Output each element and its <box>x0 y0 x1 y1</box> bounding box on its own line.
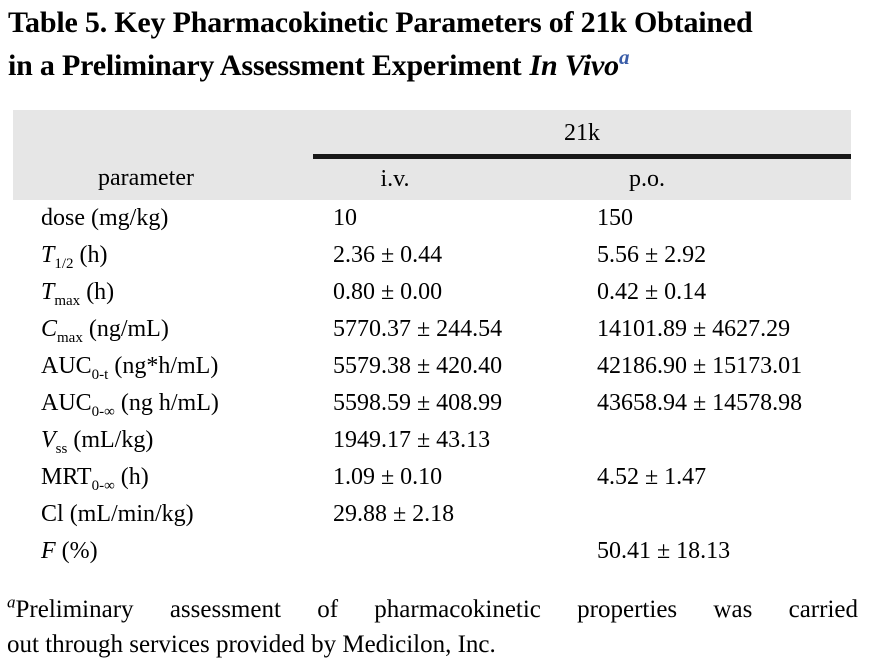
iv-value: 0.80 ± 0.00 <box>333 279 443 305</box>
param-unit: (mL/kg) <box>73 427 154 453</box>
title-footnote-marker: a <box>618 45 630 69</box>
po-value: 14101.89 ± 4627.29 <box>597 316 791 342</box>
param-unit: (ng h/mL) <box>120 390 219 416</box>
param-subscript: 0-∞ <box>91 477 115 494</box>
footnote-line1: aPreliminary assessment of pharmacokinet… <box>7 592 858 627</box>
footnote-line2: out through services provided by Medicil… <box>7 631 496 658</box>
param-text: dose <box>41 205 85 231</box>
param-symbol: F <box>41 538 56 564</box>
param-cell: AUC0-∞ (ng h/mL) <box>13 385 313 422</box>
corner-cell <box>13 110 313 156</box>
param-subscript: 0-t <box>91 366 109 383</box>
param-symbol: T <box>41 279 55 305</box>
param-text: AUC <box>41 390 92 416</box>
param-subscript: ss <box>55 440 68 457</box>
param-cell: AUC0-t (ng*h/mL) <box>13 348 313 385</box>
column-header-po: p.o. <box>629 165 665 192</box>
param-cell: F (%) <box>13 533 313 570</box>
po-value <box>573 496 851 533</box>
group-header-row: 21k <box>13 110 851 159</box>
param-unit: (ng/mL) <box>88 316 169 342</box>
po-value: 0.42 ± 0.14 <box>597 279 707 305</box>
po-value: 43658.94 ± 14578.98 <box>597 390 803 416</box>
param-unit: (ng*h/mL) <box>114 353 219 379</box>
param-subscript: max <box>57 329 83 346</box>
param-unit: (h) <box>79 242 108 268</box>
footnote-marker: a <box>7 592 16 612</box>
param-symbol: V <box>41 427 56 453</box>
param-cell: Cmax (ng/mL) <box>13 311 313 348</box>
title-line2-text: in a Preliminary Assessment Experiment <box>8 49 522 82</box>
param-cell: Vss (mL/kg) <box>13 422 313 459</box>
param-text: AUC <box>41 353 92 379</box>
param-subscript: 1/2 <box>54 255 74 272</box>
table-footnote: aPreliminary assessment of pharmacokinet… <box>7 592 858 662</box>
iv-value <box>313 533 573 570</box>
po-value: 42186.90 ± 15173.01 <box>597 353 803 379</box>
column-header-iv: i.v. <box>380 165 410 192</box>
po-value: 150 <box>597 205 633 231</box>
title-italic-phrase: In Vivo <box>529 49 619 82</box>
param-cell: MRT0-∞ (h) <box>13 459 313 496</box>
param-text: MRT <box>41 464 92 490</box>
table-row-dose: dose (mg/kg) 10 150 <box>13 200 851 237</box>
iv-value: 1.09 ± 0.10 <box>333 464 443 490</box>
title-line1: Table 5. Key Pharmacokinetic Parameters … <box>8 6 753 39</box>
table-row-f: F (%) 50.41 ± 18.13 <box>13 533 851 570</box>
table-row-vss: Vss (mL/kg) 1949.17 ± 43.13 <box>13 422 851 459</box>
param-unit: (h) <box>120 464 149 490</box>
title-line2: in a Preliminary Assessment Experiment In… <box>8 44 752 87</box>
param-subscript: 0-∞ <box>91 403 115 420</box>
param-cell: dose (mg/kg) <box>13 200 313 237</box>
column-header-row: parameter i.v. p.o. <box>13 156 851 200</box>
param-cell: T1/2 (h) <box>13 237 313 274</box>
iv-value: 1949.17 ± 43.13 <box>333 427 491 453</box>
param-unit: (h) <box>86 279 115 305</box>
iv-value: 5579.38 ± 420.40 <box>333 353 503 379</box>
param-cell: Cl (mL/min/kg) <box>13 496 313 533</box>
pharmacokinetics-table: 21k parameter i.v. p.o. dose (mg/kg) 10 1… <box>13 110 851 570</box>
po-value <box>573 422 851 459</box>
compound-group-header: 21k <box>313 110 851 159</box>
po-value: 4.52 ± 1.47 <box>597 464 707 490</box>
iv-value: 29.88 ± 2.18 <box>333 501 455 527</box>
table-header: 21k parameter i.v. p.o. <box>13 110 851 200</box>
table-row-t-half: T1/2 (h) 2.36 ± 0.44 5.56 ± 2.92 <box>13 237 851 274</box>
column-header-parameter: parameter <box>98 164 194 191</box>
iv-value: 5598.59 ± 408.99 <box>333 390 503 416</box>
param-symbol: C <box>41 316 58 342</box>
po-value: 50.41 ± 18.13 <box>597 538 731 564</box>
footnote-text-line1: Preliminary assessment of pharmacokineti… <box>15 596 859 623</box>
param-cell: Tmax (h) <box>13 274 313 311</box>
param-unit: (mg/kg) <box>91 205 169 231</box>
table-row-cmax: Cmax (ng/mL) 5770.37 ± 244.54 14101.89 ± … <box>13 311 851 348</box>
po-value: 5.56 ± 2.92 <box>597 242 707 268</box>
iv-value: 5770.37 ± 244.54 <box>333 316 503 342</box>
table-row-auc-0inf: AUC0-∞ (ng h/mL) 5598.59 ± 408.99 43658.9… <box>13 385 851 422</box>
table-row-auc-0t: AUC0-t (ng*h/mL) 5579.38 ± 420.40 42186.9… <box>13 348 851 385</box>
table-row-cl: Cl (mL/min/kg) 29.88 ± 2.18 <box>13 496 851 533</box>
table-row-tmax: Tmax (h) 0.80 ± 0.00 0.42 ± 0.14 <box>13 274 851 311</box>
iv-value: 2.36 ± 0.44 <box>333 242 443 268</box>
param-unit: (%) <box>61 538 98 564</box>
param-symbol: T <box>41 242 55 268</box>
param-text: Cl <box>41 501 64 527</box>
param-unit: (mL/min/kg) <box>69 501 194 527</box>
table-row-mrt: MRT0-∞ (h) 1.09 ± 0.10 4.52 ± 1.47 <box>13 459 851 496</box>
param-subscript: max <box>54 292 81 309</box>
table-title: Table 5. Key Pharmacokinetic Parameters … <box>8 1 753 87</box>
iv-value: 10 <box>333 205 357 231</box>
table-body: dose (mg/kg) 10 150 T1/2 (h) 2.36 ± 0.44 5… <box>13 200 851 570</box>
